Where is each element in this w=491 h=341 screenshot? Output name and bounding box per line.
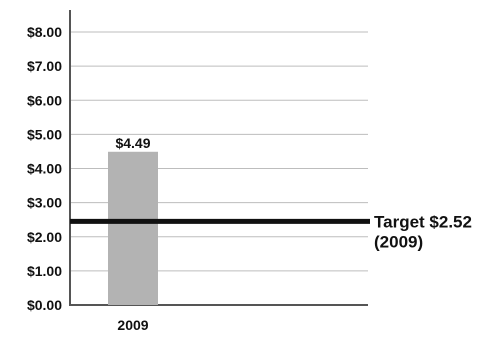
target-label-year: (2009) xyxy=(374,232,423,251)
y-tick-label: $2.00 xyxy=(27,229,62,245)
bars: $4.49 2009 xyxy=(108,135,158,333)
y-axis-tick-labels: $0.00 $1.00 $2.00 $3.00 $4.00 $5.00 $6.00 $7.00… xyxy=(27,24,62,313)
y-tick-label: $6.00 xyxy=(27,92,62,108)
bar-value-label: $4.49 xyxy=(115,135,150,151)
y-tick-label: $0.00 xyxy=(27,297,62,313)
y-tick-label: $5.00 xyxy=(27,126,62,142)
y-tick-label: $4.00 xyxy=(27,161,62,177)
x-category-label: 2009 xyxy=(117,317,148,333)
bar xyxy=(108,151,158,305)
y-tick-label: $7.00 xyxy=(27,58,62,74)
y-tick-label: $3.00 xyxy=(27,195,62,211)
target-label: Target $2.52 xyxy=(374,212,472,231)
y-tick-label: $1.00 xyxy=(27,263,62,279)
y-tick-label: $8.00 xyxy=(27,24,62,40)
